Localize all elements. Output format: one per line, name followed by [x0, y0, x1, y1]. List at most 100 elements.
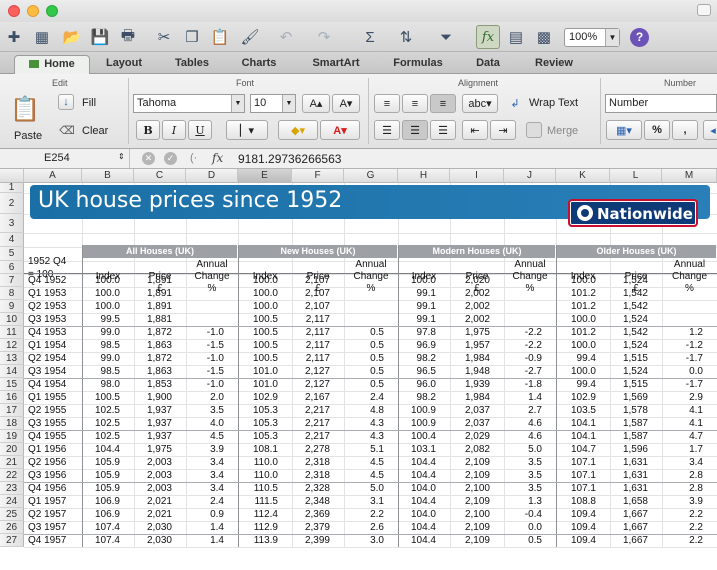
- value-cell[interactable]: 1,863: [146, 340, 172, 351]
- quarter-cell[interactable]: Q4 1956: [28, 483, 67, 494]
- value-cell[interactable]: 104.7: [570, 444, 596, 455]
- tab-formulas[interactable]: Formulas: [393, 57, 443, 69]
- row-header[interactable]: 9: [0, 300, 24, 313]
- value-cell[interactable]: 100.0: [252, 301, 278, 312]
- value-cell[interactable]: 1,587: [622, 418, 648, 429]
- value-cell[interactable]: 2,003: [146, 457, 172, 468]
- value-cell[interactable]: 2,217: [304, 431, 330, 442]
- value-cell[interactable]: 97.8: [416, 327, 436, 338]
- value-cell[interactable]: 1,667: [622, 535, 648, 546]
- format-painter-icon[interactable]: 🖌: [240, 29, 260, 46]
- value-cell[interactable]: 105.9: [94, 483, 120, 494]
- value-cell[interactable]: 99.0: [100, 353, 120, 364]
- value-cell[interactable]: 2,002: [464, 301, 490, 312]
- save-icon[interactable]: 💾: [90, 29, 110, 46]
- value-cell[interactable]: 100.5: [94, 392, 120, 403]
- value-cell[interactable]: 2,369: [304, 509, 330, 520]
- value-cell[interactable]: 99.1: [416, 314, 436, 325]
- value-cell[interactable]: 2,003: [146, 470, 172, 481]
- value-cell[interactable]: -1.2: [685, 340, 703, 351]
- text-direction-button[interactable]: abc ▾: [462, 94, 498, 113]
- value-cell[interactable]: 100.5: [252, 314, 278, 325]
- value-cell[interactable]: 1.7: [689, 444, 703, 455]
- value-cell[interactable]: 107.4: [94, 522, 120, 533]
- row-header[interactable]: 16: [0, 391, 24, 404]
- value-cell[interactable]: 99.1: [416, 301, 436, 312]
- value-cell[interactable]: 2,029: [464, 431, 490, 442]
- value-cell[interactable]: 2,100: [464, 509, 490, 520]
- wrap-text-button[interactable]: Wrap Text: [529, 97, 579, 109]
- value-cell[interactable]: 2.0: [210, 392, 224, 403]
- value-cell[interactable]: 2.2: [370, 509, 384, 520]
- sort-icon[interactable]: ⇅: [399, 29, 413, 46]
- value-cell[interactable]: 1,667: [622, 509, 648, 520]
- value-cell[interactable]: 0.5: [370, 340, 384, 351]
- value-cell[interactable]: 2,100: [464, 483, 490, 494]
- value-cell[interactable]: 99.4: [576, 353, 596, 364]
- value-cell[interactable]: 100.5: [252, 340, 278, 351]
- paste-button[interactable]: Paste: [14, 130, 43, 142]
- value-cell[interactable]: 4.1: [689, 418, 703, 429]
- row-header[interactable]: 23: [0, 482, 24, 495]
- value-cell[interactable]: 113.9: [253, 535, 278, 546]
- value-cell[interactable]: 109.4: [570, 535, 596, 546]
- quarter-cell[interactable]: Q2 1954: [28, 353, 67, 364]
- merge-icon[interactable]: [526, 122, 542, 138]
- value-cell[interactable]: 99.0: [100, 327, 120, 338]
- column-header-i[interactable]: I: [450, 169, 504, 183]
- value-cell[interactable]: 1,515: [622, 353, 648, 364]
- row-header[interactable]: 11: [0, 326, 24, 339]
- value-cell[interactable]: 2.6: [370, 522, 384, 533]
- value-cell[interactable]: 1,596: [622, 444, 648, 455]
- quarter-cell[interactable]: Q3 1953: [28, 314, 67, 325]
- value-cell[interactable]: 2,002: [464, 288, 490, 299]
- value-cell[interactable]: 2.8: [689, 470, 703, 481]
- value-cell[interactable]: 2,399: [304, 535, 330, 546]
- quarter-cell[interactable]: Q4 1955: [28, 431, 67, 442]
- value-cell[interactable]: 102.9: [252, 392, 278, 403]
- value-cell[interactable]: 106.9: [94, 509, 120, 520]
- value-cell[interactable]: 2.2: [689, 535, 703, 546]
- value-cell[interactable]: 0.9: [210, 509, 224, 520]
- percent-button[interactable]: %: [644, 120, 670, 140]
- value-cell[interactable]: 3.5: [528, 470, 542, 481]
- value-cell[interactable]: 104.0: [410, 483, 436, 494]
- value-cell[interactable]: 3.0: [370, 535, 384, 546]
- value-cell[interactable]: 0.5: [370, 327, 384, 338]
- align-middle-icon[interactable]: ≡: [402, 94, 428, 113]
- font-name-select[interactable]: Tahoma ▼: [133, 94, 245, 113]
- increase-font-button[interactable]: A▴: [302, 94, 330, 113]
- select-all-corner[interactable]: [0, 169, 24, 183]
- value-cell[interactable]: 96.0: [416, 379, 436, 390]
- close-window-button[interactable]: [8, 5, 20, 17]
- quarter-cell[interactable]: Q1 1953: [28, 288, 67, 299]
- value-cell[interactable]: 100.0: [94, 288, 120, 299]
- value-cell[interactable]: 5.0: [528, 444, 542, 455]
- value-cell[interactable]: 102.5: [94, 405, 120, 416]
- font-size-select[interactable]: 10 ▼: [250, 94, 296, 113]
- value-cell[interactable]: 100.0: [94, 301, 120, 312]
- value-cell[interactable]: 1,853: [146, 379, 172, 390]
- filter-icon[interactable]: ⏷: [439, 28, 452, 46]
- clear-button[interactable]: Clear: [82, 125, 109, 137]
- value-cell[interactable]: 100.0: [570, 366, 596, 377]
- value-cell[interactable]: 2,109: [464, 496, 490, 507]
- formula-builder-icon[interactable]: fx: [476, 25, 500, 49]
- row-header[interactable]: 21: [0, 456, 24, 469]
- value-cell[interactable]: 96.9: [416, 340, 436, 351]
- tab-charts[interactable]: Charts: [241, 57, 277, 69]
- value-cell[interactable]: 100.0: [252, 275, 278, 286]
- quarter-cell[interactable]: Q4 1954: [28, 379, 67, 390]
- confirm-entry-icon[interactable]: ✓: [164, 152, 177, 165]
- value-cell[interactable]: 111.5: [254, 496, 278, 507]
- value-cell[interactable]: 100.0: [252, 288, 278, 299]
- quarter-cell[interactable]: Q2 1953: [28, 301, 67, 312]
- value-cell[interactable]: 105.9: [94, 470, 120, 481]
- value-cell[interactable]: 2,020: [464, 275, 490, 286]
- quarter-cell[interactable]: Q3 1955: [28, 418, 67, 429]
- value-cell[interactable]: 2,117: [305, 314, 330, 325]
- value-cell[interactable]: 2,217: [304, 405, 330, 416]
- value-cell[interactable]: 5.0: [370, 483, 384, 494]
- align-center-icon[interactable]: ☰: [402, 120, 428, 140]
- value-cell[interactable]: 104.4: [410, 457, 436, 468]
